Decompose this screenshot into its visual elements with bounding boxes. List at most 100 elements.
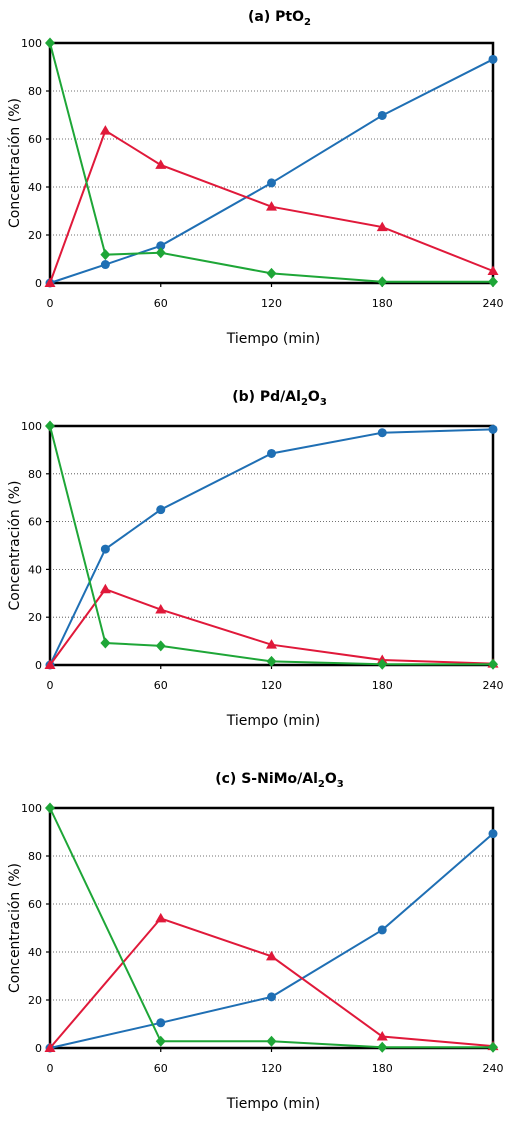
y-tick-label: 0 bbox=[35, 1042, 42, 1055]
x-tick-label: 240 bbox=[483, 297, 504, 310]
x-tick-label: 240 bbox=[483, 1062, 504, 1075]
data-point-diamond bbox=[266, 655, 277, 667]
data-point-circle bbox=[267, 992, 276, 1002]
data-point-triangle bbox=[44, 1042, 56, 1052]
x-tick-label: 0 bbox=[47, 679, 54, 692]
x-tick-label: 60 bbox=[154, 297, 168, 310]
x-tick-label: 0 bbox=[47, 1062, 54, 1075]
x-tick-label: 0 bbox=[47, 297, 54, 310]
data-point-triangle bbox=[99, 583, 111, 594]
data-point-diamond bbox=[488, 276, 498, 288]
data-point-circle bbox=[156, 241, 166, 251]
x-axis-label: Tiempo (min) bbox=[226, 1096, 321, 1112]
x-tick-label: 180 bbox=[372, 679, 393, 692]
data-point-circle bbox=[100, 544, 110, 554]
series-line-triangle bbox=[49, 917, 494, 1049]
data-point-triangle bbox=[266, 639, 277, 649]
data-point-triangle bbox=[376, 1030, 388, 1041]
plot-frame bbox=[48, 806, 495, 1050]
chart-panel-c: (c) S-NiMo/Al2O3 0 20 40 60 80 100 0 60 120 180 240… bbox=[7, 771, 504, 1112]
data-point-diamond bbox=[488, 1041, 498, 1053]
y-tick-label: 60 bbox=[28, 133, 42, 146]
data-point-diamond bbox=[45, 37, 55, 49]
data-point-diamond bbox=[377, 276, 388, 288]
data-point-diamond bbox=[45, 802, 55, 814]
y-tick-label: 80 bbox=[28, 468, 42, 481]
y-tick-label: 100 bbox=[21, 802, 42, 815]
y-axis-label: Concentración (%) bbox=[7, 863, 23, 993]
data-point-circle bbox=[156, 505, 166, 515]
data-point-circle bbox=[377, 110, 387, 120]
y-tick-label: 40 bbox=[28, 563, 42, 576]
x-tick-label: 180 bbox=[372, 1062, 393, 1075]
chart-title: (b) Pd/Al2O3 bbox=[232, 389, 327, 408]
y-axis-label: Concentración (%) bbox=[7, 481, 23, 611]
data-point-triangle bbox=[487, 265, 499, 275]
x-tick-label: 60 bbox=[154, 679, 168, 692]
series-line-triangle bbox=[49, 588, 494, 666]
x-axis-label: Tiempo (min) bbox=[226, 331, 321, 347]
y-tick-label: 0 bbox=[35, 659, 42, 672]
x-tick-label: 180 bbox=[372, 297, 393, 310]
data-point-triangle bbox=[44, 659, 56, 669]
plot-frame bbox=[48, 424, 495, 667]
series-line-circle bbox=[49, 832, 494, 1049]
data-point-diamond bbox=[100, 249, 111, 261]
data-point-circle bbox=[267, 448, 276, 458]
y-tick-label: 100 bbox=[21, 37, 42, 50]
y-tick-label: 100 bbox=[21, 420, 42, 433]
series-line-circle bbox=[49, 428, 494, 666]
series-line-diamond bbox=[49, 425, 493, 666]
x-tick-label: 240 bbox=[483, 679, 504, 692]
x-tick-label: 120 bbox=[261, 679, 282, 692]
data-point-diamond bbox=[377, 658, 388, 670]
data-point-triangle bbox=[266, 201, 277, 211]
chart-panel-b: (b) Pd/Al2O3 0 20 40 60 80 100 0 60 120 180 240 Tiem… bbox=[7, 389, 504, 729]
y-tick-label: 40 bbox=[28, 181, 42, 194]
data-point-diamond bbox=[377, 1041, 388, 1053]
chart-title: (c) S-NiMo/Al2O3 bbox=[215, 771, 344, 790]
data-point-diamond bbox=[100, 637, 111, 649]
series-line-diamond bbox=[49, 807, 493, 1049]
y-tick-label: 80 bbox=[28, 850, 42, 863]
data-point-diamond bbox=[266, 267, 277, 279]
x-tick-label: 60 bbox=[154, 1062, 168, 1075]
data-point-triangle bbox=[99, 125, 111, 135]
y-tick-label: 20 bbox=[28, 611, 42, 624]
data-point-triangle bbox=[44, 277, 56, 287]
data-point-diamond bbox=[45, 420, 55, 432]
data-point-circle bbox=[488, 829, 498, 839]
chart-title: (a) PtO2 bbox=[248, 9, 311, 28]
x-tick-label: 120 bbox=[261, 297, 282, 310]
y-tick-label: 60 bbox=[28, 516, 42, 529]
y-tick-label: 20 bbox=[28, 994, 42, 1007]
series-line-diamond bbox=[49, 42, 493, 283]
data-point-triangle bbox=[376, 221, 388, 232]
data-point-triangle bbox=[155, 604, 167, 614]
data-point-circle bbox=[377, 428, 387, 438]
data-point-diamond bbox=[266, 1035, 277, 1047]
y-tick-label: 80 bbox=[28, 85, 42, 98]
data-point-diamond bbox=[488, 658, 498, 670]
data-point-diamond bbox=[155, 247, 166, 259]
data-point-circle bbox=[267, 178, 276, 188]
y-tick-label: 0 bbox=[35, 277, 42, 290]
data-point-circle bbox=[156, 1018, 166, 1028]
data-point-circle bbox=[377, 925, 387, 935]
data-point-circle bbox=[488, 54, 498, 64]
data-point-diamond bbox=[155, 640, 166, 652]
plot-frame bbox=[48, 41, 495, 285]
data-point-triangle bbox=[266, 950, 277, 961]
data-point-triangle bbox=[155, 159, 167, 169]
chart-panel-a: (a) PtO2 0 20 40 60 80 100 0 60 120 180 240 Tiempo (… bbox=[7, 9, 504, 347]
data-point-diamond bbox=[155, 1035, 166, 1047]
x-tick-label: 120 bbox=[261, 1062, 282, 1075]
y-tick-label: 20 bbox=[28, 229, 42, 242]
data-point-triangle bbox=[155, 912, 167, 923]
series-line-triangle bbox=[49, 129, 494, 284]
y-tick-label: 40 bbox=[28, 946, 42, 959]
x-axis-label: Tiempo (min) bbox=[226, 713, 321, 729]
data-point-circle bbox=[488, 424, 498, 434]
y-axis-label: Concentración (%) bbox=[7, 98, 23, 228]
